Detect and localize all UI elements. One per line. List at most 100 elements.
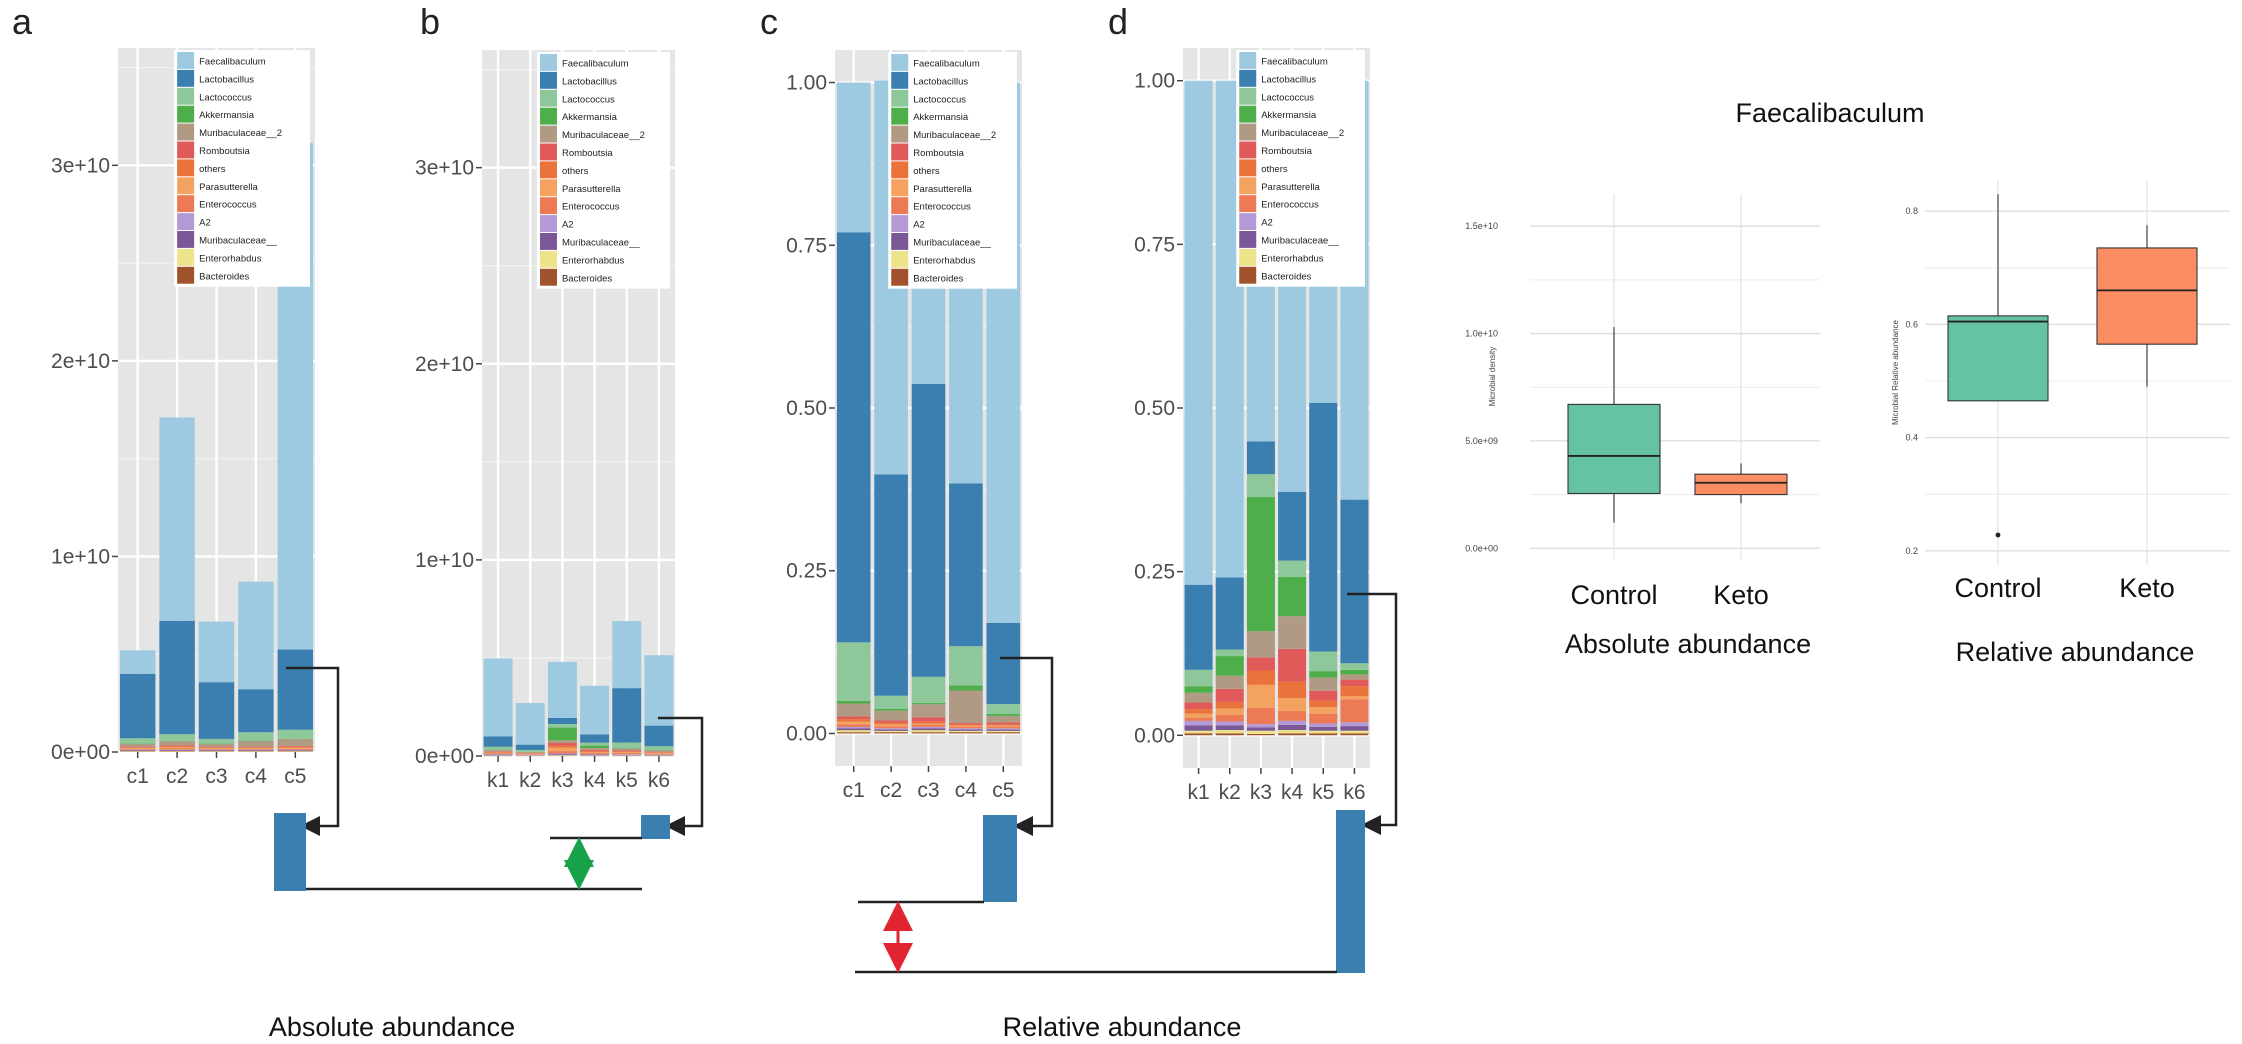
bar-segment-c2-others — [159, 746, 195, 748]
legend-swatch-others — [1239, 159, 1257, 177]
bar-segment-k1-enterococcus — [1184, 717, 1213, 721]
bar-segment-k5-a2 — [612, 754, 642, 755]
bar-segment-k4-others — [1278, 681, 1307, 698]
legend-label: Akkermansia — [913, 112, 969, 123]
connector-d — [1347, 592, 1398, 835]
legend-swatch-parasutterella — [891, 179, 909, 197]
legend-label: Lactobacillus — [1261, 74, 1316, 85]
bar-segment-k5-muribaculaceae- — [1309, 726, 1338, 731]
legend-swatch-bacteroides — [177, 266, 195, 284]
boxplot-absolute: Faecalibaculum 0.0e+00 5.0e+09 1.0e+10 1.5e+… — [1465, 98, 1924, 659]
bar-segment-k6-enterococcus — [644, 753, 674, 755]
bar-segment-c5-romboutsia — [277, 745, 314, 747]
legend-swatch-lactococcus — [177, 87, 195, 105]
bar-segment-k3-others — [1246, 670, 1275, 685]
bar-segment-c5-muribaculaceae- — [986, 729, 1021, 731]
x-tick-label: c1 — [127, 765, 149, 788]
y-tick-label: 0.50 — [1134, 397, 1175, 420]
bar-segment-c4-faecalibaculum — [238, 581, 274, 690]
bar-segment-k3-akkermansia — [547, 727, 577, 741]
legend-swatch-romboutsia — [891, 143, 909, 161]
bar-segment-k2-muribaculaceae- — [1215, 725, 1244, 731]
bar-segment-c2-lactobacillus — [874, 474, 908, 696]
box-keto — [2096, 247, 2198, 345]
bar-segment-c4-parasutterella — [949, 725, 983, 727]
bar-segment-c5-enterococcus — [986, 726, 1021, 729]
legend-swatch-a2 — [177, 213, 195, 230]
legend-swatch-others — [539, 161, 557, 179]
x-tick-label: c2 — [880, 779, 902, 802]
bar-segment-k4-a2 — [580, 754, 610, 755]
legend-swatch-others — [177, 159, 195, 177]
bar-segment-k2-parasutterella — [1215, 708, 1244, 715]
bar-segment-k6-lactococcus — [1340, 663, 1369, 670]
legend-swatch-muribaculaceae-2 — [177, 123, 195, 141]
y-tick-label: 2e+10 — [415, 353, 474, 376]
bar-segment-k2-lactobacillus — [515, 744, 545, 750]
bar-segment-c4-a2 — [238, 749, 274, 751]
bar-segment-k3-bacteroides — [1246, 733, 1275, 736]
y-tick-label: 1.0e+10 — [1465, 329, 1498, 339]
bar-segment-k3-parasutterella — [547, 747, 577, 752]
bar-segment-c1-lactobacillus — [119, 673, 156, 739]
bar-segment-c2-muribaculaceae-2 — [159, 741, 195, 746]
bar-segment-k1-lactococcus — [483, 746, 513, 750]
connector-c — [1000, 656, 1054, 836]
bar-segment-k6-muribaculaceae-2 — [1340, 674, 1369, 680]
bar-segment-c3-enterococcus — [198, 748, 235, 750]
bar-segment-c4-a2 — [949, 728, 983, 730]
bar-segment-k5-parasutterella — [1309, 707, 1338, 714]
legend-swatch-enterococcus — [1239, 195, 1257, 213]
bar-segment-k2-faecalibaculum — [515, 703, 545, 745]
legend-swatch-akkermansia — [539, 107, 557, 125]
bar-segment-k6-others — [644, 752, 674, 753]
x-tick-label: k1 — [487, 769, 509, 792]
legend-label: Bacteroides — [199, 271, 249, 282]
bar-segment-c1-muribaculaceae-2 — [836, 703, 871, 717]
x-tick-label: k1 — [1187, 781, 1209, 804]
bar-segment-c5-muribaculaceae- — [277, 750, 314, 752]
bar-segment-k4-romboutsia — [580, 749, 610, 751]
bar-segment-c4-muribaculaceae- — [949, 729, 983, 731]
bar-segment-k2-akkermansia — [1215, 656, 1244, 676]
box-keto — [1694, 473, 1788, 496]
bar-segment-k3-muribaculaceae- — [547, 754, 577, 756]
legend-swatch-bacteroides — [539, 268, 557, 286]
bar-segment-k5-others — [1309, 700, 1338, 708]
bar-segment-k3-lactobacillus — [547, 717, 577, 725]
bar-segment-c1-faecalibaculum — [836, 82, 871, 233]
bar-segment-k1-bacteroides — [1184, 733, 1213, 736]
bar-segment-c4-lactococcus — [238, 732, 274, 741]
legend-label: Enterococcus — [199, 200, 257, 211]
y-tick-label: 0.8 — [1905, 206, 1918, 216]
legend-swatch-lactobacillus — [891, 71, 909, 89]
bar-segment-c2-enterorhabdus — [874, 730, 908, 733]
bar-segment-k4-muribaculaceae- — [1278, 724, 1307, 731]
bar-segment-k6-muribaculaceae- — [1340, 726, 1369, 731]
legend-swatch-muribaculaceae- — [177, 231, 195, 248]
bar-segment-c2-parasutterella — [159, 747, 195, 749]
bar-segment-c4-bacteroides — [949, 732, 983, 734]
legend-label: Romboutsia — [913, 148, 964, 159]
bar-segment-c3-romboutsia — [911, 717, 946, 722]
bar-segment-c3-faecalibaculum — [198, 621, 235, 683]
bar-segment-c1-enterorhabdus — [119, 751, 156, 752]
y-tick-label: 0.75 — [1134, 233, 1175, 256]
lactobacillus-block-control-abs — [274, 813, 306, 891]
bar-segment-k6-others — [1340, 686, 1369, 696]
legend-label: Faecalibaculum — [1261, 57, 1328, 68]
bar-segment-c3-muribaculaceae- — [198, 750, 235, 752]
bar-segment-c3-others — [911, 721, 946, 724]
bar-segment-c1-bacteroides — [836, 732, 871, 734]
bar-segment-k2-others — [515, 753, 545, 754]
bar-segment-k6-akkermansia — [1340, 669, 1369, 675]
legend-label: Muribaculaceae__ — [1261, 236, 1339, 247]
bar-segment-k2-enterococcus — [1215, 714, 1244, 722]
bar-segment-k4-muribaculaceae-2 — [580, 747, 610, 750]
bar-segment-c2-akkermansia — [874, 708, 908, 711]
bar-segment-k4-enterorhabdus — [1278, 730, 1307, 734]
bar-segment-c1-enterorhabdus — [836, 730, 871, 733]
legend-swatch-muribaculaceae-2 — [891, 125, 909, 143]
bar-segment-k2-others — [1215, 701, 1244, 709]
bar-segment-k5-lactobacillus — [612, 688, 642, 743]
